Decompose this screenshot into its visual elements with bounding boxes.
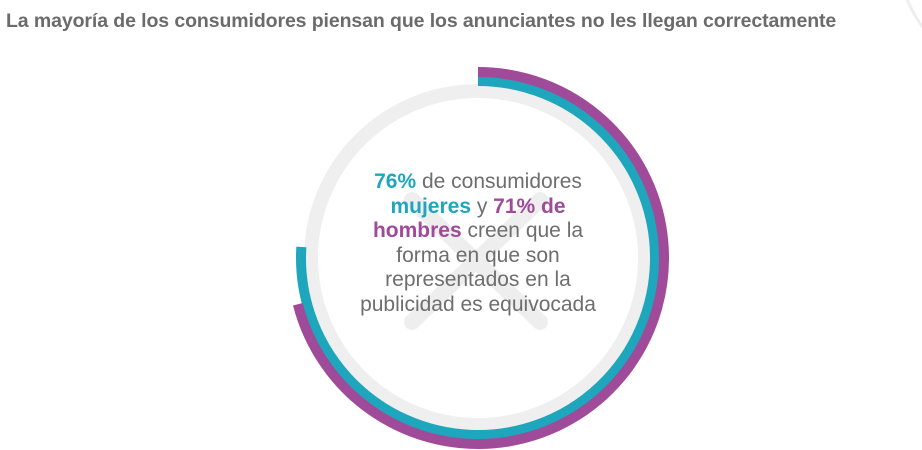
women-label: mujeres [390,194,471,218]
chart-title: La mayoría de los consumidores piensan q… [6,10,837,32]
x-watermark-icon [404,192,548,330]
text-part: creen que la forma en que son representa… [360,219,596,316]
track-ring [304,84,652,432]
center-annotation: 76% de consumidores mujeres y 71% de hom… [358,170,598,318]
women-arc [296,76,660,440]
women-percent: 76% [374,170,417,193]
men-percent: 71% de [493,194,566,218]
text-part: y [471,194,494,218]
men-label: hombres [372,219,462,243]
text-part: de consumidores [416,170,582,193]
men-arc [292,67,669,449]
